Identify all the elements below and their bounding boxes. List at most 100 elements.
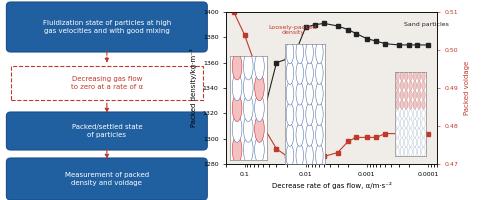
Circle shape bbox=[396, 119, 399, 128]
Circle shape bbox=[417, 100, 421, 109]
Circle shape bbox=[417, 72, 421, 81]
Circle shape bbox=[405, 119, 408, 128]
Circle shape bbox=[422, 138, 425, 147]
Circle shape bbox=[413, 81, 416, 90]
Circle shape bbox=[244, 53, 253, 80]
Circle shape bbox=[413, 100, 416, 109]
Circle shape bbox=[413, 90, 416, 100]
Circle shape bbox=[296, 103, 304, 126]
Circle shape bbox=[405, 147, 408, 156]
Circle shape bbox=[422, 147, 425, 156]
Circle shape bbox=[405, 138, 408, 147]
Y-axis label: Packed voidage: Packed voidage bbox=[464, 61, 471, 115]
Circle shape bbox=[417, 109, 421, 119]
Circle shape bbox=[306, 144, 313, 167]
Circle shape bbox=[396, 81, 399, 90]
Circle shape bbox=[396, 109, 399, 119]
Circle shape bbox=[396, 100, 399, 109]
Circle shape bbox=[296, 41, 304, 64]
Circle shape bbox=[396, 147, 399, 156]
Circle shape bbox=[316, 41, 323, 64]
Circle shape bbox=[400, 100, 404, 109]
Circle shape bbox=[296, 144, 304, 167]
Circle shape bbox=[417, 119, 421, 128]
Circle shape bbox=[413, 72, 416, 81]
Text: Measurement of packed
density and voidage: Measurement of packed density and voidag… bbox=[65, 172, 149, 186]
Circle shape bbox=[413, 128, 416, 138]
Text: Fluidization state of particles at high
gas velocities and with good mixing: Fluidization state of particles at high … bbox=[43, 20, 171, 34]
Circle shape bbox=[417, 138, 421, 147]
Circle shape bbox=[232, 94, 242, 122]
Circle shape bbox=[417, 147, 421, 156]
Circle shape bbox=[409, 119, 412, 128]
Text: Decreasing gas flow
to zero at a rate of α: Decreasing gas flow to zero at a rate of… bbox=[71, 76, 143, 90]
Circle shape bbox=[286, 41, 294, 64]
Circle shape bbox=[405, 128, 408, 138]
Circle shape bbox=[409, 72, 412, 81]
Circle shape bbox=[422, 72, 425, 81]
Circle shape bbox=[286, 144, 294, 167]
Text: Packed/settled state
of particles: Packed/settled state of particles bbox=[72, 124, 142, 138]
Circle shape bbox=[316, 103, 323, 126]
Circle shape bbox=[400, 119, 404, 128]
Circle shape bbox=[400, 128, 404, 138]
Text: Sand particles: Sand particles bbox=[404, 22, 448, 27]
Circle shape bbox=[413, 138, 416, 147]
Circle shape bbox=[409, 138, 412, 147]
Circle shape bbox=[405, 81, 408, 90]
Circle shape bbox=[254, 53, 264, 80]
Circle shape bbox=[409, 109, 412, 119]
Circle shape bbox=[409, 128, 412, 138]
Circle shape bbox=[254, 74, 264, 101]
Circle shape bbox=[316, 144, 323, 167]
FancyBboxPatch shape bbox=[6, 112, 207, 150]
Circle shape bbox=[232, 53, 242, 80]
Circle shape bbox=[405, 90, 408, 100]
Circle shape bbox=[244, 94, 253, 122]
Text: Loosely-packed
density: Loosely-packed density bbox=[269, 25, 318, 35]
Y-axis label: Packed density/kg·m⁻³: Packed density/kg·m⁻³ bbox=[190, 49, 197, 127]
Circle shape bbox=[306, 41, 313, 64]
Circle shape bbox=[244, 74, 253, 101]
Circle shape bbox=[306, 62, 313, 84]
Circle shape bbox=[405, 100, 408, 109]
Circle shape bbox=[405, 109, 408, 119]
Circle shape bbox=[409, 81, 412, 90]
Circle shape bbox=[417, 81, 421, 90]
Circle shape bbox=[400, 90, 404, 100]
Circle shape bbox=[286, 103, 294, 126]
FancyBboxPatch shape bbox=[6, 158, 207, 200]
Circle shape bbox=[396, 90, 399, 100]
X-axis label: Decrease rate of gas flow, α/m·s⁻²: Decrease rate of gas flow, α/m·s⁻² bbox=[272, 182, 392, 189]
Circle shape bbox=[422, 109, 425, 119]
Circle shape bbox=[409, 100, 412, 109]
Circle shape bbox=[306, 124, 313, 146]
FancyBboxPatch shape bbox=[6, 2, 207, 52]
Bar bbox=[11, 66, 203, 100]
Circle shape bbox=[232, 74, 242, 101]
Circle shape bbox=[413, 109, 416, 119]
Circle shape bbox=[405, 72, 408, 81]
Circle shape bbox=[306, 82, 313, 105]
Circle shape bbox=[409, 147, 412, 156]
Circle shape bbox=[422, 128, 425, 138]
Circle shape bbox=[296, 82, 304, 105]
Circle shape bbox=[413, 147, 416, 156]
Circle shape bbox=[417, 90, 421, 100]
Circle shape bbox=[286, 124, 294, 146]
Circle shape bbox=[316, 82, 323, 105]
Circle shape bbox=[400, 72, 404, 81]
Circle shape bbox=[232, 136, 242, 163]
Circle shape bbox=[400, 138, 404, 147]
Circle shape bbox=[244, 136, 253, 163]
Circle shape bbox=[316, 62, 323, 84]
Circle shape bbox=[400, 147, 404, 156]
Circle shape bbox=[400, 81, 404, 90]
Circle shape bbox=[296, 62, 304, 84]
Circle shape bbox=[254, 94, 264, 122]
Circle shape bbox=[244, 115, 253, 142]
Circle shape bbox=[296, 124, 304, 146]
Circle shape bbox=[422, 119, 425, 128]
Circle shape bbox=[422, 81, 425, 90]
Circle shape bbox=[254, 136, 264, 163]
